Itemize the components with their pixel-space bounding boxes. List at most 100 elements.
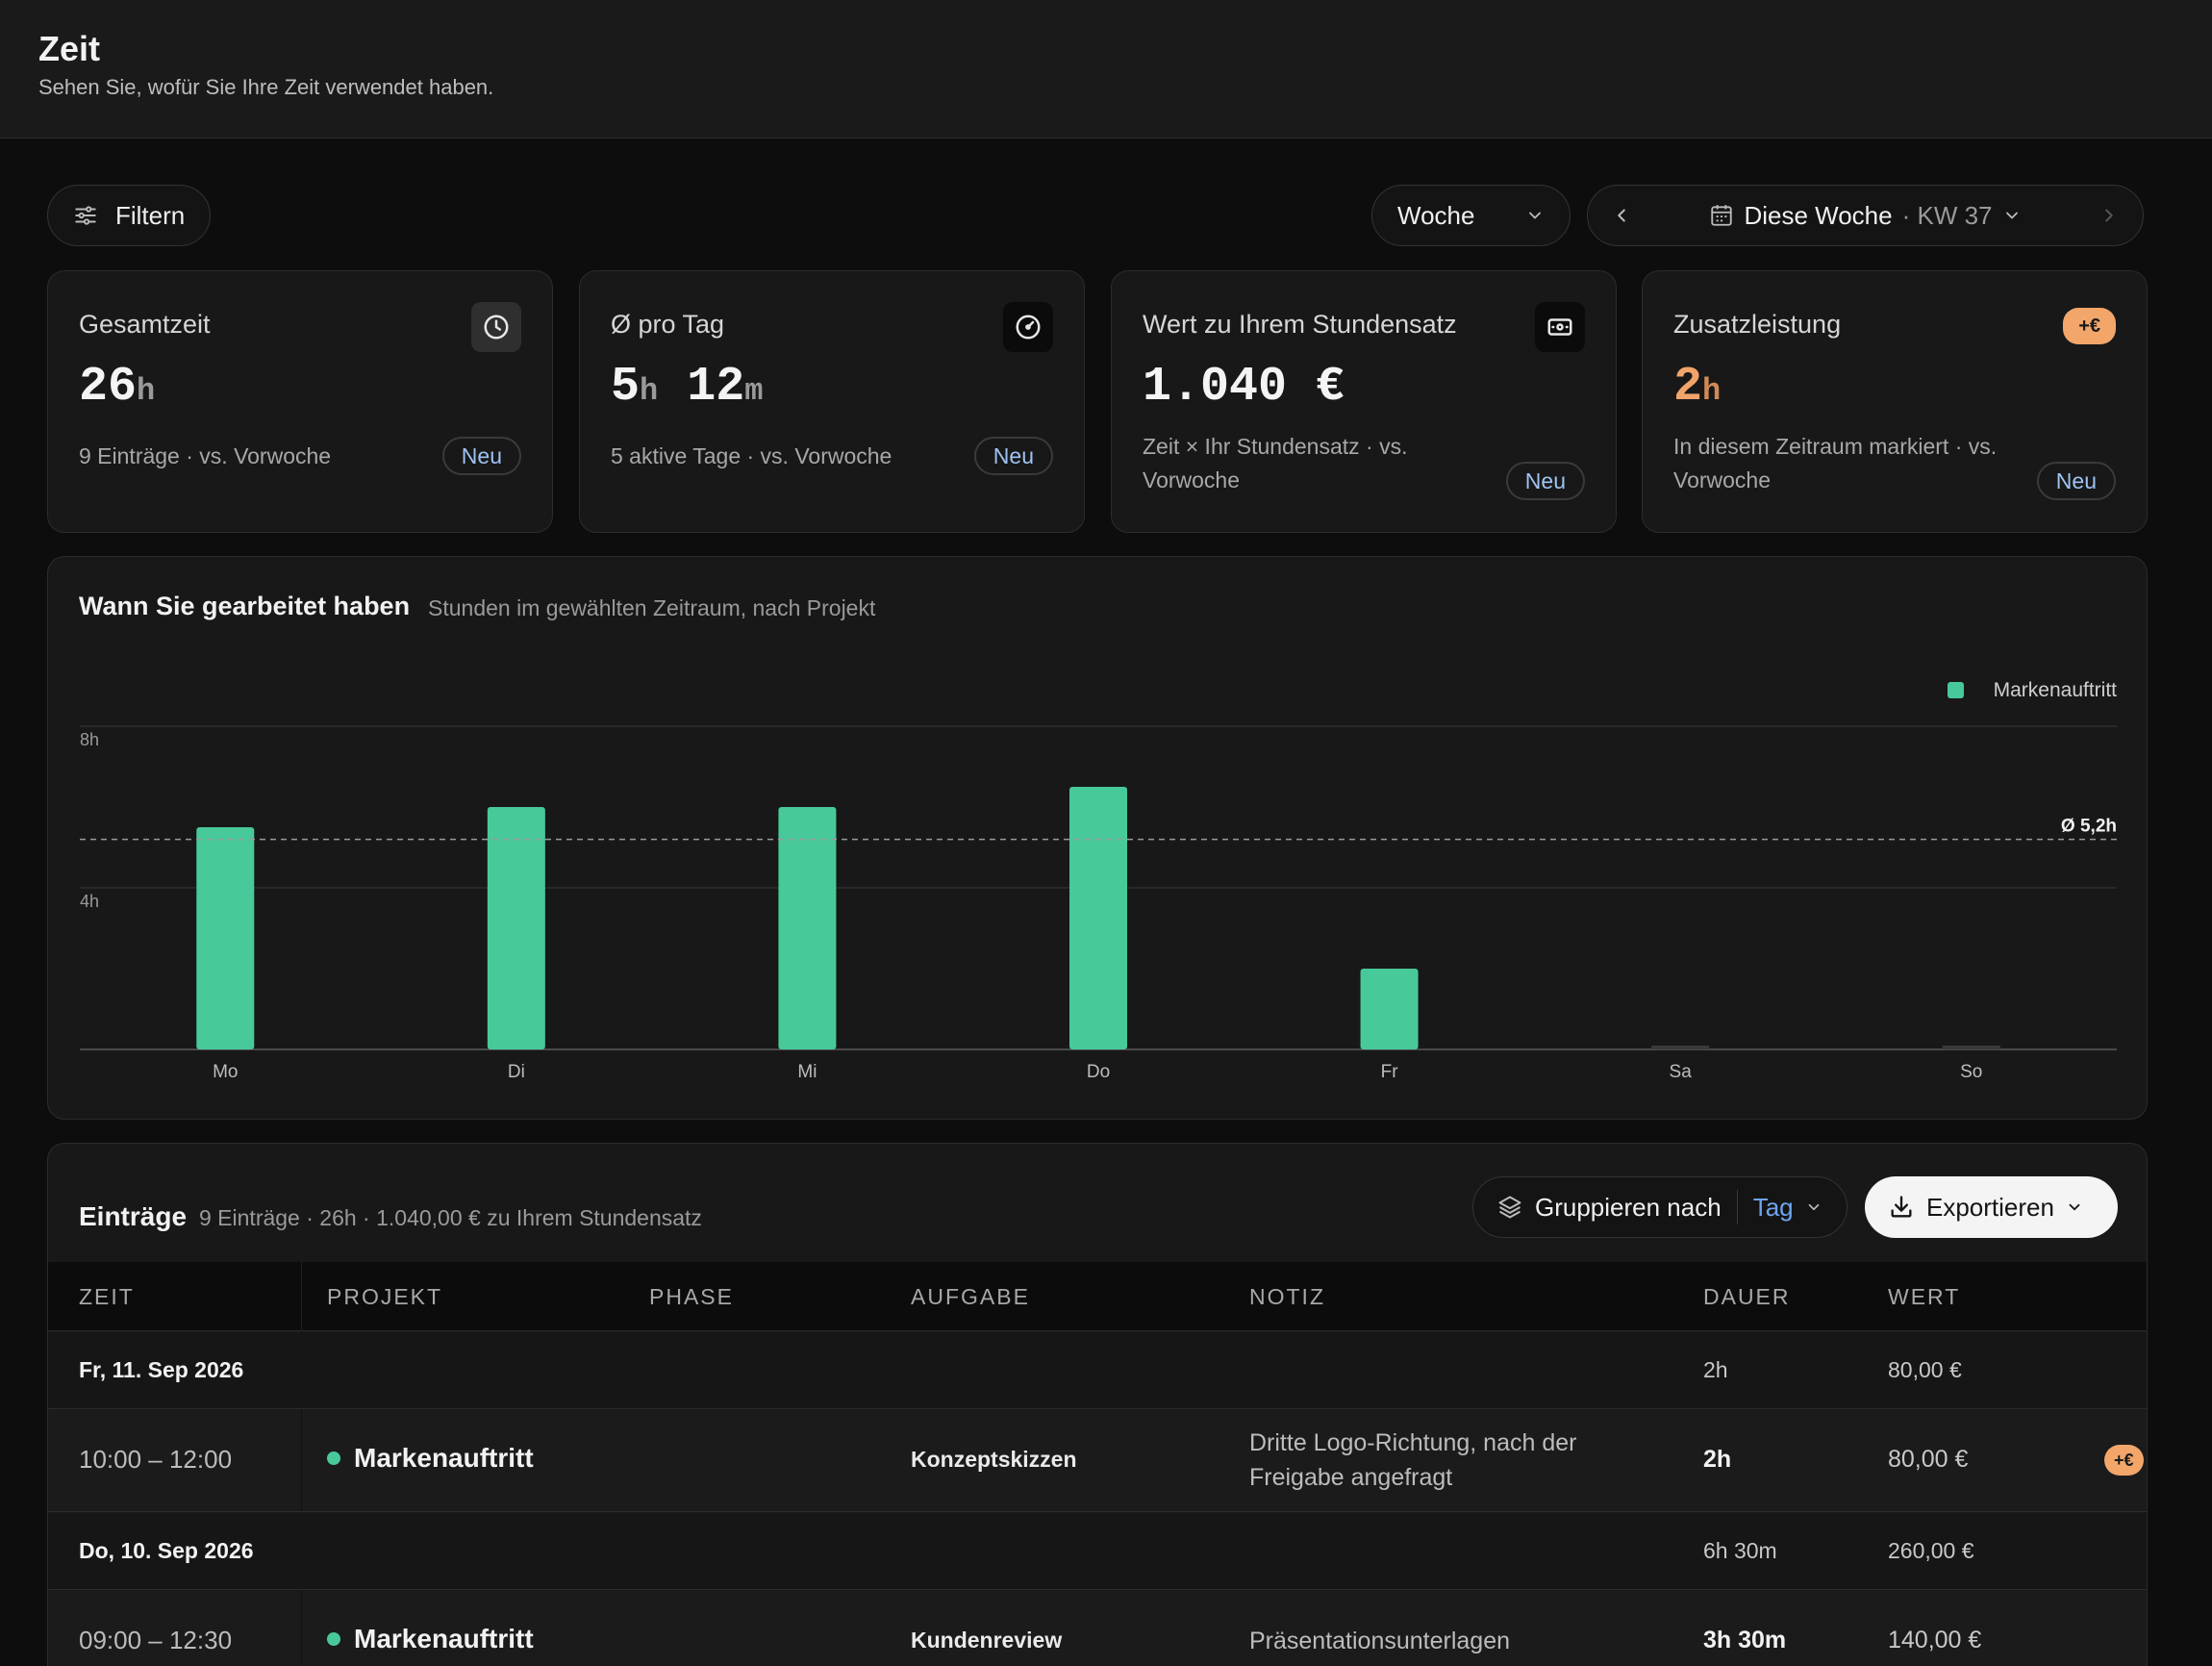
- stat-subtext: In diesem Zeitraum markiert · vs. Vorwoch…: [1673, 434, 1998, 492]
- page-header: Zeit Sehen Sie, wofür Sie Ihre Zeit verw…: [0, 0, 2212, 139]
- column-header-duration[interactable]: DAUER: [1703, 1284, 1791, 1309]
- week-label: · KW 37: [1901, 200, 1993, 230]
- group-by-label: Gruppieren nach: [1535, 1192, 1722, 1222]
- stat-subtext: Zeit × Ihr Stundensatz · vs. Vorwoche: [1143, 434, 1408, 492]
- entry-time: 09:00 – 12:30: [79, 1626, 233, 1654]
- x-tick-label: Do: [1087, 1062, 1110, 1082]
- group-by-select[interactable]: Gruppieren nach Tag: [1472, 1176, 1848, 1238]
- table-row[interactable]: 09:00 – 12:30 Markenauftritt Kundenrevie…: [48, 1591, 2147, 1666]
- bar-do: [1069, 787, 1127, 1049]
- group-duration: 2h: [1703, 1357, 1728, 1382]
- filter-button[interactable]: Filtern: [47, 185, 211, 246]
- layers-icon: [1496, 1194, 1523, 1221]
- legend-swatch: [1948, 682, 1964, 698]
- download-icon: [1888, 1194, 1915, 1221]
- chevron-right-icon[interactable]: [2099, 205, 2120, 226]
- project-color-dot: [327, 1451, 340, 1465]
- table-header: ZEIT PROJEKT PHASE AUFGABE NOTIZ DAUER W…: [48, 1262, 2147, 1331]
- x-tick-label: Mo: [213, 1062, 238, 1082]
- y-tick-label: 4h: [80, 892, 99, 911]
- new-badge: Neu: [1505, 462, 1585, 500]
- stat-value: 5h 12m: [611, 360, 764, 415]
- new-badge: Neu: [973, 437, 1053, 475]
- page-title: Zeit: [38, 29, 101, 68]
- entries-card: Einträge 9 Einträge · 26h · 1.040,00 € z…: [47, 1143, 2148, 1666]
- legend-label: Markenauftritt: [1994, 679, 2118, 701]
- calendar-icon: [1709, 203, 1734, 228]
- bar-so: [1942, 1046, 2000, 1049]
- column-header-task[interactable]: AUFGABE: [911, 1284, 1030, 1309]
- period-select[interactable]: Woche: [1371, 185, 1571, 246]
- group-value: 80,00 €: [1888, 1357, 1962, 1382]
- stat-card-extra-work: Zusatzleistung +€ 2h In diesem Zeitraum …: [1642, 270, 2148, 533]
- bar-chart: 4h 8h Mo Di Mi Do Fr Sa So Ø 5,2h Markenauftritt: [80, 679, 2118, 1082]
- bar-sa: [1651, 1046, 1710, 1049]
- time-cell: [48, 1591, 302, 1666]
- date-group-row: Do, 10. Sep 2026 6h 30m 260,00 €: [48, 1513, 2147, 1590]
- date-navigator: Diese Woche · KW 37: [1587, 185, 2144, 246]
- chart-subtitle: Stunden im gewählten Zeitraum, nach Proj…: [428, 595, 876, 620]
- time-cell: [48, 1410, 302, 1511]
- chevron-left-icon[interactable]: [1611, 205, 1632, 226]
- entry-duration: 3h 30m: [1703, 1627, 1787, 1653]
- period-value: Woche: [1397, 200, 1475, 230]
- bar-di: [487, 807, 545, 1049]
- chevron-down-icon: [1805, 1199, 1822, 1216]
- filter-label: Filtern: [115, 200, 186, 230]
- entries-subtitle: 9 Einträge · 26h · 1.040,00 € zu Ihrem S…: [199, 1205, 702, 1230]
- group-by-value: Tag: [1752, 1192, 1794, 1222]
- entry-note: Dritte Logo-Richtung, nach der Freigabe a…: [1249, 1429, 1577, 1491]
- export-label: Exportieren: [1926, 1192, 2054, 1222]
- x-tick-label: So: [1960, 1062, 1982, 1082]
- entry-value: 140,00 €: [1888, 1627, 1982, 1653]
- group-date: Fr, 11. Sep 2026: [79, 1357, 244, 1382]
- stat-card-value: Wert zu Ihrem Stundensatz 1.040 € Zeit ×…: [1111, 270, 1617, 533]
- entry-project: Markenauftritt: [327, 1624, 534, 1654]
- chevron-down-icon: [2066, 1199, 2083, 1216]
- header-cell-divider: [48, 1262, 302, 1331]
- group-date: Do, 10. Sep 2026: [79, 1538, 254, 1563]
- x-tick-label: Mi: [797, 1062, 817, 1082]
- stat-subtext: 5 aktive Tage · vs. Vorwoche: [611, 443, 892, 468]
- sliders-icon: [73, 203, 98, 228]
- entry-value: 80,00 €: [1888, 1446, 1969, 1473]
- chevron-down-icon: [1525, 206, 1545, 225]
- stat-title: Gesamtzeit: [79, 310, 211, 339]
- stat-card-total-time: Gesamtzeit 26h 9 Einträge · vs. Vorwoche…: [47, 270, 553, 533]
- column-header-time[interactable]: ZEIT: [79, 1284, 135, 1309]
- average-label: Ø 5,2h: [2061, 817, 2117, 837]
- column-header-value[interactable]: WERT: [1888, 1284, 1961, 1309]
- extra-charge-tag: +€: [2104, 1445, 2144, 1476]
- stat-value: 26h: [79, 360, 156, 415]
- x-tick-label: Di: [508, 1062, 525, 1082]
- group-value: 260,00 €: [1888, 1538, 1974, 1563]
- stat-title: Zusatzleistung: [1673, 310, 1842, 339]
- entry-project: Markenauftritt: [327, 1443, 534, 1474]
- bar-mo: [196, 827, 255, 1049]
- extra-charge-tag: +€: [2063, 308, 2116, 344]
- stat-title: Ø pro Tag: [611, 310, 725, 339]
- page-subtitle: Sehen Sie, wofür Sie Ihre Zeit verwendet…: [38, 75, 494, 99]
- date-group-row: Fr, 11. Sep 2026 2h 80,00 €: [48, 1332, 2147, 1409]
- entries-title: Einträge: [79, 1201, 188, 1231]
- project-color-dot: [327, 1632, 340, 1646]
- y-tick-label: 8h: [80, 730, 99, 749]
- column-header-project[interactable]: PROJEKT: [327, 1284, 443, 1309]
- banknote-icon: [1535, 302, 1585, 352]
- stat-title: Wert zu Ihrem Stundensatz: [1143, 310, 1457, 339]
- table-row[interactable]: 10:00 – 12:00 Markenauftritt Konzeptskiz…: [48, 1410, 2147, 1512]
- date-picker-button[interactable]: Diese Woche · KW 37: [1709, 201, 2021, 231]
- stat-card-avg-per-day: Ø pro Tag 5h 12m 5 aktive Tage · vs. Vor…: [579, 270, 1085, 533]
- x-tick-label: Sa: [1670, 1062, 1693, 1082]
- bar-fr: [1360, 969, 1419, 1049]
- stat-value: 1.040 €: [1143, 360, 1345, 415]
- divider: [1736, 1190, 1738, 1224]
- entry-time: 10:00 – 12:00: [79, 1445, 233, 1474]
- column-header-phase[interactable]: PHASE: [649, 1284, 734, 1309]
- entry-note: Präsentationsunterlagen: [1249, 1628, 1511, 1654]
- date-label: Diese Woche: [1744, 200, 1893, 230]
- column-header-note[interactable]: NOTIZ: [1249, 1284, 1325, 1309]
- work-chart-card: Wann Sie gearbeitet haben Stunden im gew…: [47, 556, 2148, 1120]
- export-button[interactable]: Exportieren: [1865, 1176, 2118, 1238]
- chart-title: Wann Sie gearbeitet haben: [79, 592, 411, 620]
